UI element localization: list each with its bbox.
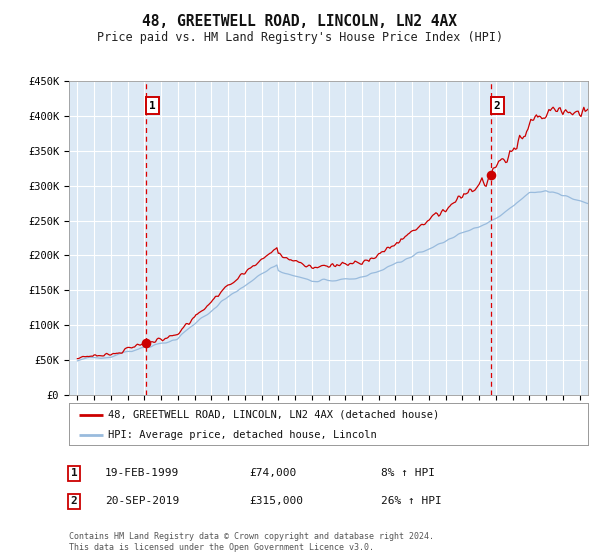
Text: 2: 2 <box>71 496 77 506</box>
Text: 8% ↑ HPI: 8% ↑ HPI <box>381 468 435 478</box>
Text: 2: 2 <box>494 101 500 110</box>
Text: 20-SEP-2019: 20-SEP-2019 <box>105 496 179 506</box>
Text: 48, GREETWELL ROAD, LINCOLN, LN2 4AX (detached house): 48, GREETWELL ROAD, LINCOLN, LN2 4AX (de… <box>108 410 439 420</box>
Point <box>487 171 496 180</box>
Text: 19-FEB-1999: 19-FEB-1999 <box>105 468 179 478</box>
Text: £74,000: £74,000 <box>249 468 296 478</box>
Text: Contains HM Land Registry data © Crown copyright and database right 2024.
This d: Contains HM Land Registry data © Crown c… <box>69 532 434 552</box>
Text: 1: 1 <box>149 101 155 110</box>
Text: HPI: Average price, detached house, Lincoln: HPI: Average price, detached house, Linc… <box>108 430 377 440</box>
Text: 48, GREETWELL ROAD, LINCOLN, LN2 4AX: 48, GREETWELL ROAD, LINCOLN, LN2 4AX <box>143 14 458 29</box>
Text: £315,000: £315,000 <box>249 496 303 506</box>
Point <box>142 339 151 348</box>
Text: 26% ↑ HPI: 26% ↑ HPI <box>381 496 442 506</box>
Text: Price paid vs. HM Land Registry's House Price Index (HPI): Price paid vs. HM Land Registry's House … <box>97 31 503 44</box>
Text: 1: 1 <box>71 468 77 478</box>
